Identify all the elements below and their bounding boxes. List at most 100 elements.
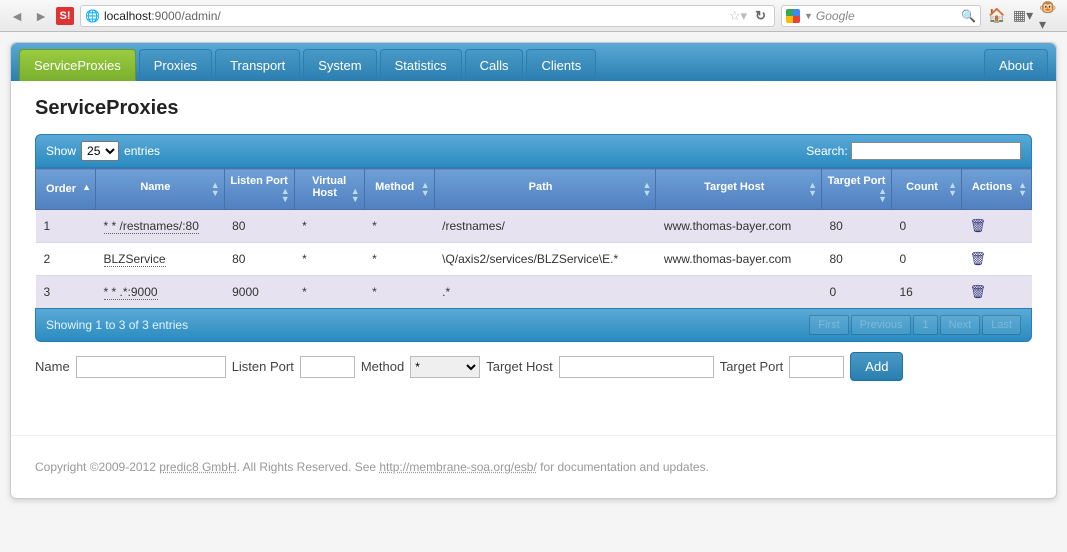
cell-order: 3 — [36, 276, 96, 309]
add-button[interactable]: Add — [850, 352, 903, 381]
cell-listen-port: 80 — [224, 210, 294, 243]
page-length-select[interactable]: 25 — [81, 141, 119, 161]
proxy-name-link[interactable]: BLZService — [104, 252, 166, 267]
listen-port-label: Listen Port — [232, 359, 294, 374]
target-port-input[interactable] — [789, 356, 844, 378]
proxy-name-link[interactable]: * * /restnames/:80 — [104, 219, 199, 234]
delete-icon[interactable]: 🗑 — [970, 284, 987, 299]
table-row[interactable]: 1* * /restnames/:8080**/restnames/www.th… — [36, 210, 1032, 243]
col-target-port[interactable]: Target Port▲▼ — [822, 169, 892, 210]
url-rest: :9000/admin/ — [151, 9, 220, 23]
table-controls-bar: Show 25 entries Search: — [35, 134, 1032, 168]
target-port-label: Target Port — [720, 359, 784, 374]
tab-serviceproxies[interactable]: ServiceProxies — [19, 49, 136, 81]
table-row[interactable]: 2BLZService80**\Q/axis2/services/BLZServ… — [36, 243, 1032, 276]
cell-listen-port: 80 — [224, 243, 294, 276]
cell-actions: 🗑 — [962, 276, 1032, 309]
cell-order: 2 — [36, 243, 96, 276]
cell-vhost: * — [294, 210, 364, 243]
tab-calls[interactable]: Calls — [465, 49, 524, 81]
tab-transport[interactable]: Transport — [215, 49, 300, 81]
tab-system[interactable]: System — [303, 49, 376, 81]
cell-method: * — [364, 243, 434, 276]
footer-mid: . All Rights Reserved. See — [237, 460, 380, 474]
reload-icon[interactable]: ↻ — [755, 8, 766, 24]
back-button[interactable]: ◄ — [8, 7, 26, 25]
cell-count: 0 — [892, 243, 962, 276]
search-label: Search: — [806, 144, 847, 158]
search-go-icon[interactable]: 🔍 — [961, 9, 976, 23]
tab-statistics[interactable]: Statistics — [380, 49, 462, 81]
search-placeholder: Google — [816, 9, 961, 23]
footer-pre: Copyright ©2009-2012 — [35, 460, 159, 474]
cell-path: .* — [434, 276, 656, 309]
cell-count: 0 — [892, 210, 962, 243]
cell-listen-port: 9000 — [224, 276, 294, 309]
forward-button[interactable]: ► — [32, 7, 50, 25]
name-label: Name — [35, 359, 70, 374]
table-search-input[interactable] — [851, 142, 1021, 160]
browser-toolbar: ◄ ► S! 🌐 localhost:9000/admin/ ☆▾ ↻ ▼ Go… — [0, 0, 1067, 32]
cell-name: * * .*:9000 — [96, 276, 225, 309]
proxy-name-link[interactable]: * * .*:9000 — [104, 285, 158, 300]
col-order[interactable]: Order▲ — [36, 169, 96, 210]
table-footer-bar: Showing 1 to 3 of 3 entries First Previo… — [35, 308, 1032, 342]
google-icon — [786, 9, 800, 23]
footer-doc-link[interactable]: http://membrane-soa.org/esb/ — [379, 460, 536, 474]
home-icon[interactable]: 🏠 — [987, 6, 1007, 26]
bookmarks-icon[interactable]: ▦▾ — [1013, 6, 1033, 26]
cell-path: /restnames/ — [434, 210, 656, 243]
table-info: Showing 1 to 3 of 3 entries — [46, 318, 188, 332]
dropdown-icon[interactable]: ▼ — [804, 11, 813, 21]
listen-port-input[interactable] — [300, 356, 355, 378]
cell-vhost: * — [294, 276, 364, 309]
footer-company-link[interactable]: predic8 GmbH — [159, 460, 236, 474]
delete-icon[interactable]: 🗑 — [970, 251, 987, 266]
main-panel: ServiceProxies Proxies Transport System … — [10, 42, 1057, 499]
cell-count: 16 — [892, 276, 962, 309]
entries-label: entries — [124, 144, 160, 158]
pager-page-1[interactable]: 1 — [913, 315, 937, 335]
tab-about[interactable]: About — [984, 49, 1048, 81]
tab-proxies[interactable]: Proxies — [139, 49, 212, 81]
pager-first[interactable]: First — [809, 315, 848, 335]
target-host-input[interactable] — [559, 356, 714, 378]
url-bar[interactable]: 🌐 localhost:9000/admin/ ☆▾ ↻ — [80, 5, 775, 27]
target-host-label: Target Host — [486, 359, 552, 374]
col-count[interactable]: Count▲▼ — [892, 169, 962, 210]
extension-icon[interactable]: 🐵▾ — [1039, 6, 1059, 26]
footer-post: for documentation and updates. — [537, 460, 709, 474]
col-name[interactable]: Name▲▼ — [96, 169, 225, 210]
col-path[interactable]: Path▲▼ — [434, 169, 656, 210]
tab-bar: ServiceProxies Proxies Transport System … — [11, 43, 1056, 81]
delete-icon[interactable]: 🗑 — [970, 218, 987, 233]
bookmark-icon[interactable]: ☆▾ — [729, 8, 747, 24]
cell-name: BLZService — [96, 243, 225, 276]
cell-target-port: 80 — [822, 210, 892, 243]
browser-search-bar[interactable]: ▼ Google 🔍 — [781, 5, 981, 27]
url-host: localhost — [104, 9, 151, 23]
cell-target-host: www.thomas-bayer.com — [656, 210, 822, 243]
pager-prev[interactable]: Previous — [851, 315, 912, 335]
cell-target-port: 0 — [822, 276, 892, 309]
pager-next[interactable]: Next — [940, 315, 981, 335]
col-actions[interactable]: Actions▲▼ — [962, 169, 1032, 210]
globe-icon: 🌐 — [85, 9, 100, 23]
tab-clients[interactable]: Clients — [526, 49, 596, 81]
col-target-host[interactable]: Target Host▲▼ — [656, 169, 822, 210]
cell-method: * — [364, 210, 434, 243]
add-proxy-form: Name Listen Port Method * Target Host Ta… — [35, 342, 1032, 387]
cell-target-port: 80 — [822, 243, 892, 276]
cell-path: \Q/axis2/services/BLZService\E.* — [434, 243, 656, 276]
col-virtual-host[interactable]: Virtual Host▲▼ — [294, 169, 364, 210]
proxies-table: Order▲ Name▲▼ Listen Port▲▼ Virtual Host… — [35, 168, 1032, 308]
method-label: Method — [361, 359, 404, 374]
table-row[interactable]: 3* * .*:90009000**.*016🗑 — [36, 276, 1032, 309]
cell-name: * * /restnames/:80 — [96, 210, 225, 243]
name-input[interactable] — [76, 356, 226, 378]
cell-actions: 🗑 — [962, 243, 1032, 276]
method-select[interactable]: * — [410, 356, 480, 378]
col-method[interactable]: Method▲▼ — [364, 169, 434, 210]
pager-last[interactable]: Last — [982, 315, 1021, 335]
col-listen-port[interactable]: Listen Port▲▼ — [224, 169, 294, 210]
